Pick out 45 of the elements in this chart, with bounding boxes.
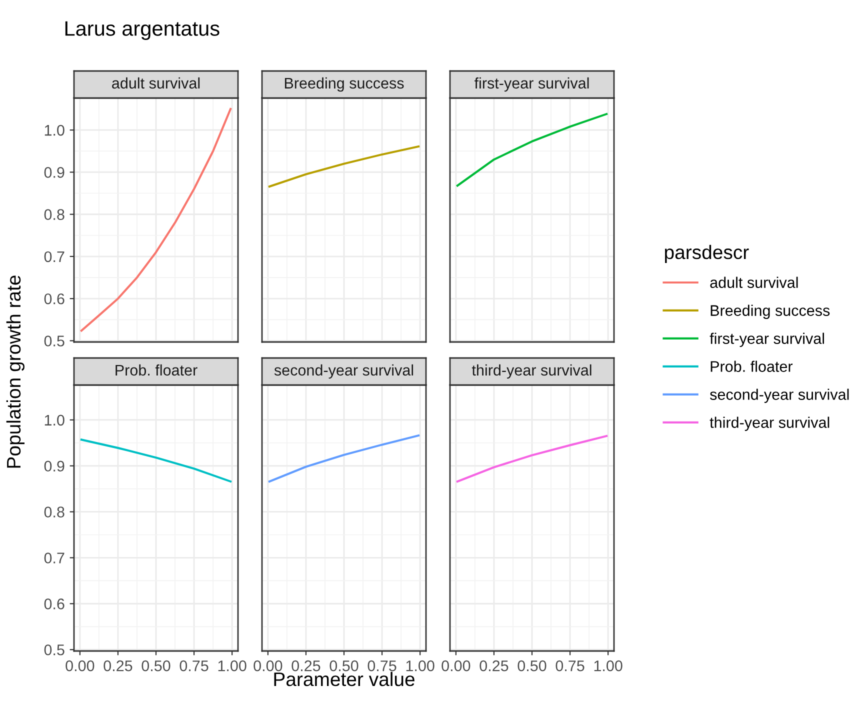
y-tick-label: 0.6: [44, 598, 64, 610]
y-axis-title: Population growth rate: [6, 276, 24, 468]
x-tick-label: 0.50: [518, 660, 546, 672]
y-tick-label: 0.9: [44, 167, 64, 178]
x-tick-label: 0.00: [66, 660, 94, 672]
legend-label: adult survival: [710, 276, 798, 288]
x-tick-label: 0.00: [442, 660, 470, 672]
y-tick-label: 0.5: [44, 644, 64, 656]
line-series: [80, 438, 232, 483]
x-tick-label: 0.75: [368, 660, 396, 672]
y-tick-label: 0.8: [44, 506, 64, 518]
chart-title: Larus argentatus: [65, 21, 220, 40]
x-tick-label: 1.00: [406, 660, 434, 672]
x-tick-label: 0.50: [330, 660, 358, 672]
legend-title: parsdescr: [665, 244, 749, 264]
x-tick-label: 0.25: [292, 660, 320, 672]
chart-subtitle: adult survival: [112, 77, 200, 89]
chart-subtitle: second-year survival: [274, 364, 414, 379]
x-tick-label: 0.75: [556, 660, 584, 672]
y-tick-label: 0.8: [44, 209, 64, 220]
x-tick-label: 0.25: [104, 660, 132, 672]
legend-label: third-year survival: [710, 416, 830, 431]
x-axis-title: Parameter value: [274, 672, 414, 686]
x-tick-label: 0.75: [180, 660, 208, 672]
x-tick-label: 0.50: [142, 660, 170, 672]
y-tick-label: 1.0: [44, 124, 64, 136]
x-tick-label: 1.00: [218, 660, 246, 672]
x-tick-label: 1.00: [594, 660, 622, 672]
legend-label: second-year survival: [710, 388, 849, 403]
y-tick-label: 0.7: [44, 552, 64, 564]
y-tick-label: 1.0: [44, 414, 64, 426]
chart-subtitle: third-year survival: [472, 364, 592, 379]
x-tick-label: 0.00: [254, 660, 282, 672]
y-tick-label: 0.7: [44, 251, 64, 262]
legend-label: Prob. floater: [710, 360, 793, 372]
line-series: [80, 108, 232, 332]
y-tick-label: 0.9: [44, 460, 64, 472]
y-tick-label: 0.6: [44, 293, 64, 304]
x-tick-label: 0.25: [480, 660, 508, 672]
legend-label: first-year survival: [710, 332, 824, 347]
y-tick-label: 0.5: [44, 336, 64, 346]
chart-subtitle: first-year survival: [474, 77, 589, 92]
chart-subtitle: Breeding success: [284, 77, 404, 92]
legend-label: Breeding success: [710, 304, 830, 319]
chart-subtitle: Prob. floater: [116, 364, 198, 376]
